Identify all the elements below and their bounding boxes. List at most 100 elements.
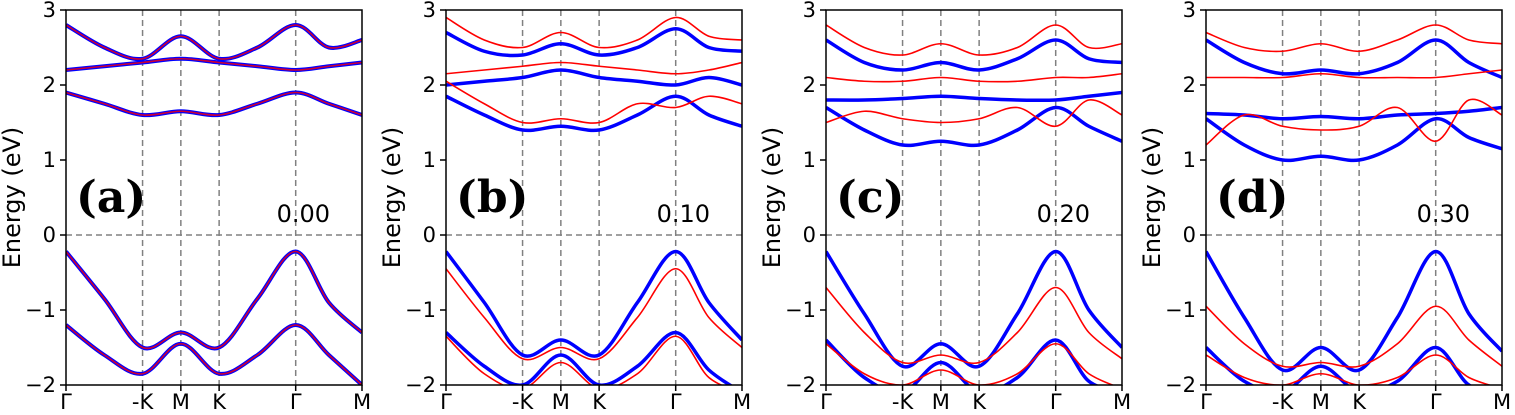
x-tick-label: M — [172, 390, 190, 414]
x-tick-label: M — [932, 390, 950, 414]
band-line-spin-up — [826, 38, 1122, 72]
y-tick-label: 2 — [1183, 73, 1196, 97]
x-tick-label: -K — [892, 390, 915, 414]
band-line-spin-down — [826, 24, 1122, 56]
y-tick-label: −1 — [785, 298, 816, 322]
x-tick-label: Γ — [290, 390, 302, 414]
y-tick-label: 3 — [803, 0, 816, 22]
band-line-spin-up — [1206, 38, 1502, 80]
y-tick-label: −1 — [25, 298, 56, 322]
band-line-spin-up — [66, 249, 362, 351]
band-line-spin-up — [826, 90, 1122, 103]
y-tick-label: −2 — [1165, 373, 1196, 397]
y-axis-label: Energy (eV) — [1138, 127, 1166, 269]
band-line-spin-up — [446, 249, 742, 358]
axes-frame — [825, 9, 1123, 386]
band-line-spin-down — [66, 24, 362, 60]
x-tick-label: M — [552, 390, 570, 414]
band-line-spin-down — [66, 57, 362, 71]
y-tick-label: −2 — [785, 373, 816, 397]
panel-value-label: 0.00 — [277, 200, 330, 228]
band-line-spin-up — [446, 94, 742, 133]
band-lines — [66, 22, 362, 385]
band-line-spin-down — [1206, 24, 1502, 53]
x-tick-label: Γ — [60, 390, 72, 414]
x-tick-label: K — [592, 390, 607, 414]
band-line-spin-up — [66, 322, 362, 385]
band-line-spin-down — [826, 342, 1115, 385]
x-tick-label: Γ — [1050, 390, 1062, 414]
band-line-spin-up — [446, 68, 742, 87]
band-line-spin-down — [1206, 305, 1502, 368]
x-tick-label: M — [353, 390, 371, 414]
band-line-spin-down — [826, 72, 1122, 83]
y-tick-label: 1 — [43, 148, 56, 172]
band-lines — [826, 24, 1122, 385]
band-line-spin-down — [1206, 354, 1492, 385]
axes-frame — [445, 9, 743, 386]
y-tick-label: 3 — [1183, 0, 1196, 22]
y-tick-label: −1 — [1165, 298, 1196, 322]
band-line-spin-up — [446, 26, 742, 58]
y-tick-label: 2 — [803, 73, 816, 97]
panel-value-label: 0.30 — [1417, 200, 1470, 228]
panel-label: (a) — [76, 172, 146, 223]
x-tick-label: K — [1352, 390, 1367, 414]
band-line-spin-down — [446, 61, 742, 75]
y-tick-label: 3 — [43, 0, 56, 22]
band-line-spin-down — [66, 324, 362, 385]
band-line-spin-down — [66, 250, 362, 350]
band-line-spin-down — [446, 267, 742, 361]
band-line-spin-up — [446, 330, 734, 385]
y-tick-label: −2 — [25, 373, 56, 397]
x-tick-label: Γ — [1200, 390, 1212, 414]
y-axis-label: Energy (eV) — [0, 127, 26, 269]
band-line-spin-down — [826, 286, 1122, 365]
y-tick-label: 0 — [1183, 223, 1196, 247]
y-axis-label: Energy (eV) — [758, 127, 786, 269]
x-tick-label: -K — [132, 390, 155, 414]
x-tick-label: Γ — [1430, 390, 1442, 414]
x-tick-label: Γ — [670, 390, 682, 414]
x-tick-label: M — [733, 390, 751, 414]
axes-frame — [65, 9, 363, 386]
y-tick-label: −1 — [405, 298, 436, 322]
band-line-spin-down — [1206, 98, 1502, 146]
band-line-spin-up — [66, 22, 362, 62]
panel-label: (b) — [456, 172, 528, 223]
panel-label: (c) — [836, 172, 904, 223]
panel-label: (d) — [1216, 172, 1288, 223]
band-line-spin-up — [1206, 249, 1502, 373]
band-line-spin-up — [1206, 345, 1473, 385]
y-tick-label: 1 — [423, 148, 436, 172]
panel-value-label: 0.10 — [657, 200, 710, 228]
y-axis-label: Energy (eV) — [378, 127, 406, 269]
y-tick-label: 3 — [423, 0, 436, 22]
x-tick-label: M — [1312, 390, 1330, 414]
x-tick-label: K — [212, 390, 227, 414]
band-line-spin-down — [1206, 69, 1502, 79]
band-line-spin-down — [446, 335, 724, 385]
y-tick-label: 2 — [423, 73, 436, 97]
band-lines — [446, 16, 742, 385]
band-line-spin-down — [446, 80, 742, 124]
x-tick-label: Γ — [440, 390, 452, 414]
band-line-spin-up — [1206, 116, 1502, 163]
band-lines — [1206, 24, 1502, 385]
y-tick-label: 1 — [803, 148, 816, 172]
x-tick-label: -K — [512, 390, 535, 414]
y-tick-label: −2 — [405, 373, 436, 397]
x-tick-label: M — [1493, 390, 1511, 414]
band-line-spin-down — [66, 91, 362, 116]
band-line-spin-up — [826, 249, 1122, 369]
x-tick-label: Γ — [820, 390, 832, 414]
y-tick-label: 0 — [803, 223, 816, 247]
y-tick-label: 1 — [1183, 148, 1196, 172]
y-tick-label: 0 — [423, 223, 436, 247]
axes-frame — [1205, 9, 1503, 386]
y-tick-label: 2 — [43, 73, 56, 97]
